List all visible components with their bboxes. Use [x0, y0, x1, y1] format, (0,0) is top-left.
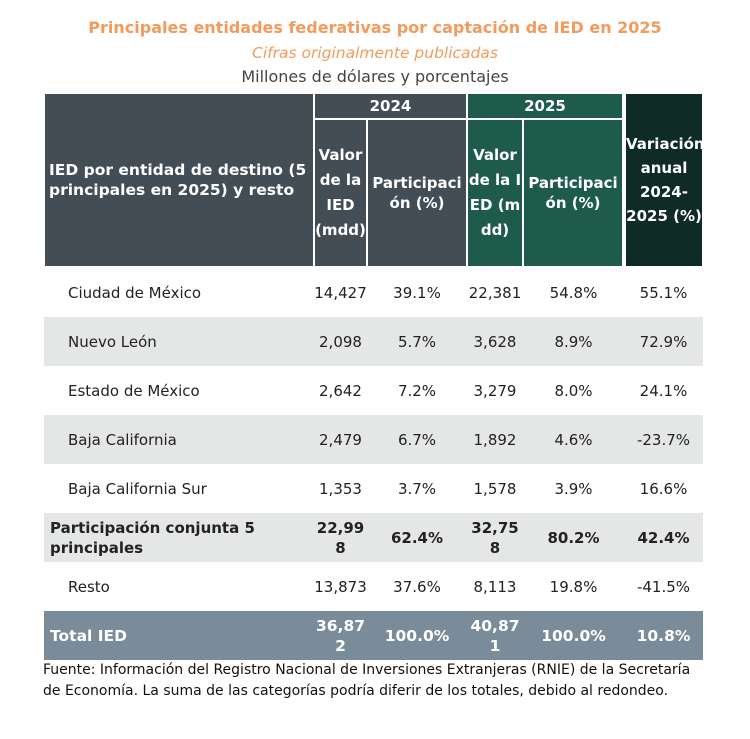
header-entidad: IED por entidad de destino (5 principale…: [43, 92, 315, 268]
header-2025: 2025: [466, 92, 625, 120]
valor-2024-cell: 2,098: [314, 317, 367, 366]
valor-2025-cell: 1,578: [473, 479, 517, 498]
valor-2024-cell: 2,479: [314, 415, 367, 464]
participacion-2025-cell: 54.8%: [549, 283, 598, 302]
entidad-cell: Nuevo León: [44, 317, 314, 366]
participacion-2025-cell: 8.9%: [523, 317, 624, 366]
variacion-cell: -23.7%: [624, 415, 703, 464]
participacion-2025-cell: 100.0%: [523, 611, 624, 660]
participacion-2024-cell: 6.7%: [367, 415, 467, 464]
participacion-2024-cell: 3.7%: [397, 479, 437, 498]
participacion-2024-cell: 5.7%: [367, 317, 467, 366]
variacion-cell: 16.6%: [639, 479, 688, 498]
participacion-2024-cell: 7.2%: [397, 381, 437, 400]
variacion-cell: 55.1%: [639, 283, 688, 302]
table-subtitle: Cifras originalmente publicadas: [252, 44, 498, 62]
table-row: Participación conjunta 5 principales 22,9…: [44, 513, 703, 562]
ied-table: IED por entidad de destino (5 principale…: [43, 92, 705, 660]
variacion-cell: -41.5%: [636, 577, 691, 596]
valor-2025-cell: 40,871: [467, 611, 523, 660]
participacion-2025-cell: 80.2%: [523, 513, 624, 562]
valor-2025-cell: 3,279: [473, 381, 517, 400]
valor-2024-cell: 1,353: [319, 479, 362, 498]
footnote: Fuente: Información del Registro Naciona…: [43, 662, 691, 699]
variacion-cell: 42.4%: [624, 513, 703, 562]
entidad-cell: Total IED: [44, 611, 314, 660]
variacion-cell: 10.8%: [624, 611, 703, 660]
header-2024: 2024: [313, 92, 468, 120]
entidad-cell: Baja California Sur: [68, 479, 207, 498]
participacion-2024-cell: 37.6%: [393, 577, 441, 596]
participacion-2024-cell: 100.0%: [367, 611, 467, 660]
variacion-cell: 72.9%: [624, 317, 703, 366]
participacion-2025-cell: 19.8%: [549, 577, 598, 596]
valor-2024-cell: 14,427: [314, 283, 367, 302]
variacion-cell: 24.1%: [639, 381, 688, 400]
participacion-2025-cell: 8.0%: [554, 381, 593, 400]
valor-2025-cell: 32,758: [467, 513, 523, 562]
header-valor-2024: Valor de la IED (mdd): [313, 118, 368, 268]
valor-2025-cell: 1,892: [467, 415, 523, 464]
table-row: Resto 13,873 37.6% 8,113 19.8% -41.5%: [44, 562, 703, 611]
valor-2024-cell: 22,998: [314, 513, 367, 562]
table-title: Principales entidades federativas por ca…: [88, 18, 662, 37]
table-row: Ciudad de México 14,427 39.1% 22,381 54.8% 55…: [44, 267, 703, 317]
valor-2024-cell: 13,873: [314, 577, 367, 596]
participacion-2024-cell: 62.4%: [367, 513, 467, 562]
valor-2024-cell: 36,872: [314, 611, 367, 660]
participacion-2024-cell: 39.1%: [393, 283, 441, 302]
total-row: Total IED 36,872 100.0% 40,871 100.0% 10.8%: [44, 611, 703, 660]
table-row: Estado de México 2,642 7.2% 3,279 8.0% 24.1%: [44, 366, 703, 415]
participacion-2025-cell: 4.6%: [523, 415, 624, 464]
valor-2025-cell: 22,381: [468, 283, 522, 302]
entidad-cell: Participación conjunta 5 principales: [44, 513, 314, 562]
header-variacion: Variación anual 2024-2025 (%): [622, 92, 705, 268]
participacion-2025-cell: 3.9%: [554, 479, 593, 498]
valor-2025-cell: 3,628: [467, 317, 523, 366]
entidad-cell: Baja California: [44, 415, 314, 464]
table-row: Baja California 2,479 6.7% 1,892 4.6% -23.7%: [44, 415, 703, 464]
header-participacion-2024: Participación (%): [366, 118, 468, 268]
entidad-cell: Estado de México: [68, 381, 200, 400]
table-row: Baja California Sur 1,353 3.7% 1,578 3.9% 16.…: [44, 464, 703, 513]
header-valor-2025: Valor de la IED (mdd): [466, 118, 524, 268]
valor-2024-cell: 2,642: [319, 381, 362, 400]
entidad-cell: Ciudad de México: [68, 283, 202, 302]
table-row: Nuevo León 2,098 5.7% 3,628 8.9% 72.9%: [44, 317, 703, 366]
entidad-cell: Resto: [68, 577, 110, 596]
header-participacion-2025: Participación (%): [522, 118, 625, 268]
units-label: Millones de dólares y porcentajes: [241, 67, 509, 86]
valor-2025-cell: 8,113: [473, 577, 517, 596]
